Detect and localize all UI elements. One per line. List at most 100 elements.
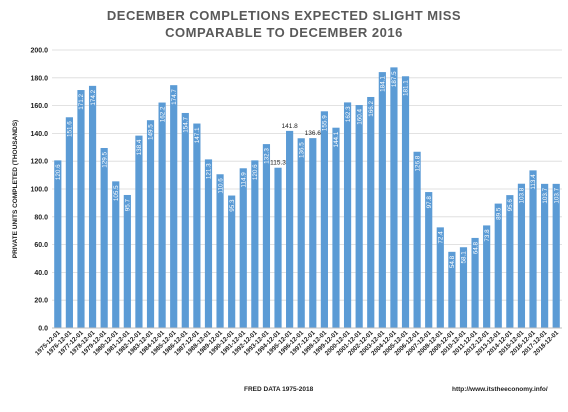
chart-title-line2: COMPARABLE TO DECEMBER 2016: [165, 25, 403, 40]
bar-value-label: 174.7: [171, 89, 178, 105]
bar: [541, 183, 549, 328]
bar: [483, 225, 491, 328]
bar-value-label: 154.7: [182, 116, 189, 132]
bar-value-label: 155.9: [322, 115, 329, 131]
bar: [100, 147, 108, 328]
bar-value-label: 103.7: [542, 187, 549, 203]
bar-value-label: 181.1: [403, 80, 410, 96]
bar: [390, 67, 398, 328]
y-tick-label: 120.0: [30, 159, 48, 166]
bar-value-label: 103.8: [519, 187, 526, 203]
bar-value-label: 115.3: [270, 160, 286, 167]
bar: [216, 174, 224, 328]
bar-value-label: 64.8: [472, 241, 479, 254]
bar: [274, 167, 282, 328]
bar-value-label: 114.9: [240, 172, 247, 188]
bar: [251, 160, 259, 328]
bar: [239, 168, 247, 328]
bar-value-label: 132.3: [264, 148, 271, 164]
bar-value-label: 187.5: [391, 71, 398, 87]
bar: [401, 76, 410, 329]
bar: [262, 144, 271, 328]
y-tick-label: 180.0: [30, 75, 48, 82]
bar: [355, 105, 363, 328]
y-tick-label: 200.0: [30, 48, 48, 55]
bar: [459, 247, 468, 328]
bar-value-label: 72.4: [437, 231, 444, 244]
y-tick-label: 40.0: [34, 270, 48, 277]
bar: [552, 183, 560, 328]
y-tick-label: 0.0: [38, 326, 48, 333]
bar-value-label: 73.8: [484, 229, 491, 242]
bar-value-label: 121.3: [206, 163, 213, 179]
y-axis-title: PRIVATE UNITS COMPLETED (THOUSANDS): [12, 120, 19, 258]
bar: [146, 120, 155, 328]
bar-value-label: 162.2: [159, 106, 166, 122]
source-url: http://www.itstheeconomy.info/: [452, 386, 548, 393]
bar-value-label: 103.7: [553, 187, 560, 203]
y-tick-label: 160.0: [30, 103, 48, 110]
bar-value-label: 58.1: [461, 251, 468, 264]
bar-value-label: 54.8: [449, 255, 456, 268]
bar-value-label: 95.7: [125, 198, 132, 211]
bar: [297, 138, 305, 328]
y-tick-label: 140.0: [30, 131, 48, 138]
bar: [170, 85, 178, 329]
bar-value-label: 138.4: [136, 139, 143, 155]
bar: [343, 102, 352, 328]
bar-value-label: 136.5: [298, 142, 305, 158]
chart-title-line1: DECEMBER COMPLETIONS EXPECTED SLIGHT MIS…: [106, 8, 462, 23]
bar-value-label: 174.2: [90, 89, 97, 105]
bar-value-label: 166.2: [368, 100, 375, 116]
bar: [471, 237, 479, 328]
bar-value-label: 120.6: [252, 164, 259, 180]
y-tick-label: 80.0: [34, 214, 48, 221]
bar: [286, 130, 294, 328]
bar: [413, 151, 421, 328]
bar-value-label: 120.6: [55, 164, 62, 180]
bar: [529, 170, 537, 328]
y-tick-label: 100.0: [30, 187, 48, 194]
bar: [123, 194, 131, 328]
bar: [494, 203, 502, 328]
bar-value-label: 144.1: [333, 131, 340, 147]
bar: [135, 135, 143, 328]
x-axis-caption: FRED DATA 1975-2018: [244, 386, 314, 393]
bar: [378, 72, 386, 328]
bar: [506, 195, 514, 328]
bar: [517, 183, 526, 328]
bar: [309, 138, 317, 328]
bar: [204, 159, 213, 328]
bar: [181, 112, 189, 328]
bar-value-label: 160.4: [356, 109, 363, 125]
bar: [158, 102, 166, 329]
bar: [425, 192, 433, 328]
bar-value-label: 110.6: [217, 178, 224, 194]
bar-value-label: 162.3: [345, 106, 352, 122]
bar-value-label: 151.6: [67, 121, 74, 137]
bar-value-label: 147.1: [194, 127, 201, 143]
bar-value-label: 89.5: [495, 207, 502, 220]
bar-value-label: 97.8: [426, 196, 433, 209]
bar-value-label: 129.5: [101, 152, 108, 168]
bar: [88, 85, 97, 328]
bar: [320, 111, 328, 328]
bar: [193, 123, 201, 328]
bar: [77, 90, 85, 328]
bar-value-label: 95.3: [229, 199, 236, 212]
bar-value-label: 136.6: [305, 130, 322, 137]
bar-value-label: 171.2: [78, 94, 85, 110]
bar: [65, 117, 73, 328]
bar-value-label: 126.8: [414, 155, 421, 171]
bar-value-label: 141.8: [281, 123, 298, 130]
bar-value-label: 113.4: [530, 174, 537, 190]
bar: [228, 195, 236, 328]
bar: [332, 127, 340, 329]
bar: [436, 227, 444, 328]
bar-value-label: 149.5: [148, 124, 155, 140]
bar-value-label: 184.1: [380, 76, 387, 92]
bar: [54, 160, 62, 328]
y-tick-label: 20.0: [34, 298, 48, 305]
y-tick-label: 60.0: [34, 242, 48, 249]
